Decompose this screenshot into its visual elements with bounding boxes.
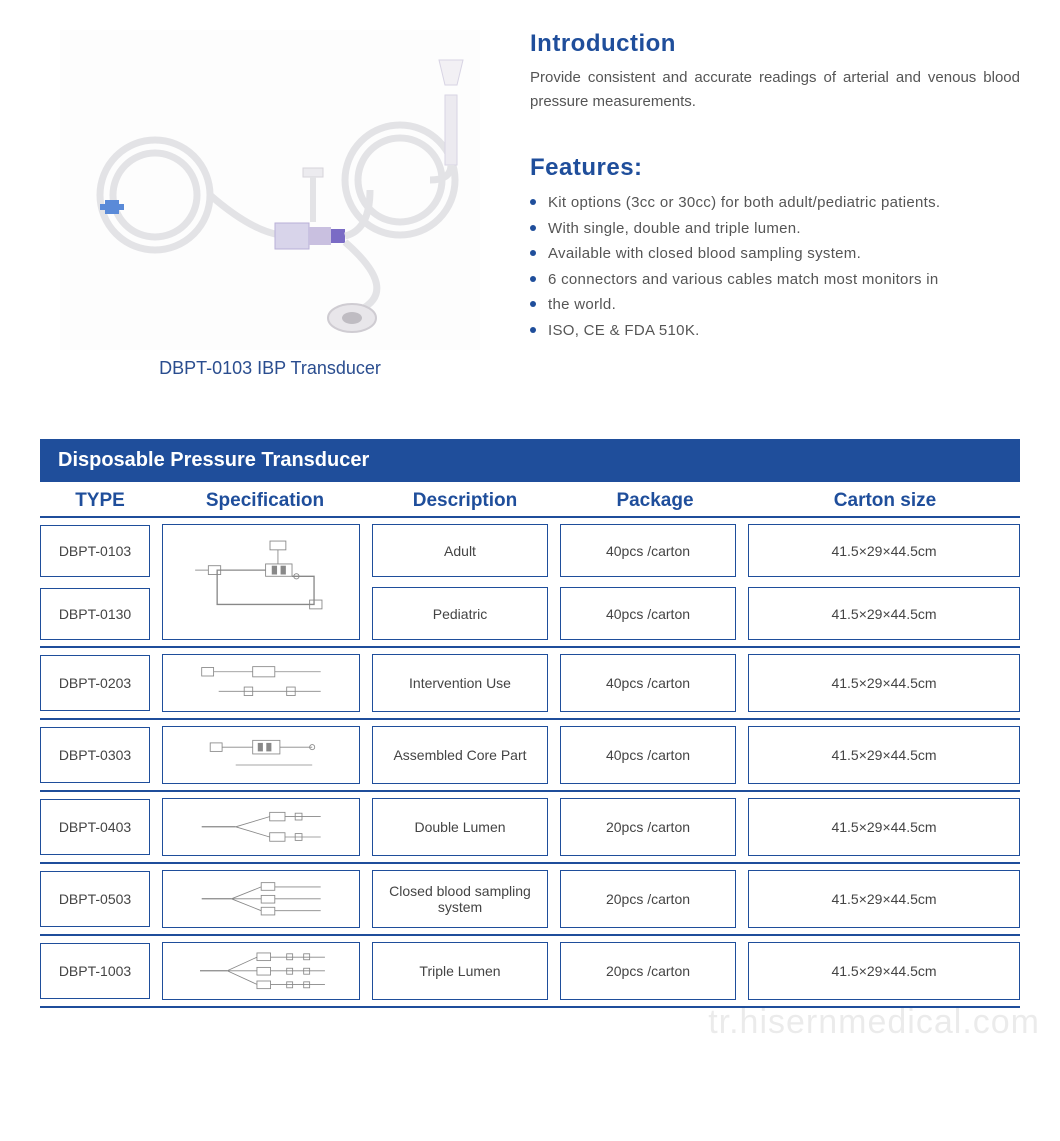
th-spec: Specification	[160, 490, 370, 512]
spec-diagram	[162, 870, 360, 928]
size-cell: 41.5×29×44.5cm	[748, 587, 1020, 640]
table-row: DBPT-0303 Assembled Core Part 40pcs /	[40, 720, 1020, 792]
right-stack: Closed blood sampling system 20pcs /cart…	[372, 870, 1020, 928]
introduction-heading: Introduction	[530, 30, 1020, 58]
watermark: tr.hisernmedical.com	[708, 1003, 1040, 1042]
table-subrow: Adult 40pcs /carton 41.5×29×44.5cm	[372, 524, 1020, 577]
type-cell: DBPT-0503	[40, 871, 150, 927]
type-stack: DBPT-0203	[40, 654, 150, 712]
right-stack: Assembled Core Part 40pcs /carton 41.5×2…	[372, 726, 1020, 784]
spec-diagram	[162, 654, 360, 712]
table-header-row: TYPE Specification Description Package C…	[40, 482, 1020, 518]
table-section: Disposable Pressure Transducer TYPE Spec…	[0, 399, 1060, 1008]
type-cell: DBPT-0130	[40, 588, 150, 640]
desc-cell: Double Lumen	[372, 798, 548, 856]
type-stack: DBPT-0403	[40, 798, 150, 856]
type-cell: DBPT-0303	[40, 727, 150, 783]
product-caption: DBPT-0103 IBP Transducer	[159, 358, 381, 379]
table-title: Disposable Pressure Transducer	[40, 439, 1020, 482]
type-cell: DBPT-1003	[40, 943, 150, 999]
spec-diagram	[162, 524, 360, 640]
right-stack: Double Lumen 20pcs /carton 41.5×29×44.5c…	[372, 798, 1020, 856]
table-subrow: Intervention Use 40pcs /carton 41.5×29×4…	[372, 654, 1020, 712]
desc-cell: Adult	[372, 524, 548, 577]
table-row: DBPT-0103 DBPT-0130	[40, 518, 1020, 648]
desc-cell: Triple Lumen	[372, 942, 548, 1000]
feature-item: With single, double and triple lumen.	[530, 216, 1020, 242]
pkg-cell: 20pcs /carton	[560, 942, 736, 1000]
features-list: Kit options (3cc or 30cc) for both adult…	[530, 190, 1020, 343]
product-image-column: DBPT-0103 IBP Transducer	[40, 30, 500, 379]
table-subrow: Closed blood sampling system 20pcs /cart…	[372, 870, 1020, 928]
feature-item: 6 connectors and various cables match mo…	[530, 267, 1020, 293]
th-pkg: Package	[560, 490, 750, 512]
type-stack: DBPT-1003	[40, 942, 150, 1000]
size-cell: 41.5×29×44.5cm	[748, 726, 1020, 784]
table-row: DBPT-1003	[40, 936, 1020, 1008]
table-subrow: Triple Lumen 20pcs /carton 41.5×29×44.5c…	[372, 942, 1020, 1000]
features-heading: Features:	[530, 154, 1020, 182]
th-size: Carton size	[750, 490, 1020, 512]
pkg-cell: 40pcs /carton	[560, 654, 736, 712]
table-subrow: Pediatric 40pcs /carton 41.5×29×44.5cm	[372, 587, 1020, 640]
table-row: DBPT-0203 Intervention Use 40pcs /carton	[40, 648, 1020, 720]
type-cell: DBPT-0403	[40, 799, 150, 855]
desc-cell: Assembled Core Part	[372, 726, 548, 784]
spec-diagram	[162, 798, 360, 856]
type-stack: DBPT-0503	[40, 870, 150, 928]
right-stack: Triple Lumen 20pcs /carton 41.5×29×44.5c…	[372, 942, 1020, 1000]
table-row: DBPT-0403 Double Lumen 20pcs /carton 4	[40, 792, 1020, 864]
pkg-cell: 20pcs /carton	[560, 798, 736, 856]
pkg-cell: 40pcs /carton	[560, 524, 736, 577]
feature-item: the world.	[530, 292, 1020, 318]
spec-diagram	[162, 942, 360, 1000]
table-body: DBPT-0103 DBPT-0130	[40, 518, 1020, 1008]
th-desc: Description	[370, 490, 560, 512]
size-cell: 41.5×29×44.5cm	[748, 798, 1020, 856]
introduction-text: Provide consistent and accurate readings…	[530, 66, 1020, 114]
feature-item: Kit options (3cc or 30cc) for both adult…	[530, 190, 1020, 216]
top-section: DBPT-0103 IBP Transducer Introduction Pr…	[0, 0, 1060, 399]
transducer-illustration	[60, 30, 480, 350]
type-cell: DBPT-0203	[40, 655, 150, 711]
type-stack: DBPT-0303	[40, 726, 150, 784]
table-subrow: Assembled Core Part 40pcs /carton 41.5×2…	[372, 726, 1020, 784]
size-cell: 41.5×29×44.5cm	[748, 524, 1020, 577]
text-column: Introduction Provide consistent and accu…	[530, 30, 1020, 379]
desc-cell: Intervention Use	[372, 654, 548, 712]
spec-diagram	[162, 726, 360, 784]
right-stack: Adult 40pcs /carton 41.5×29×44.5cm Pedia…	[372, 524, 1020, 640]
type-cell: DBPT-0103	[40, 525, 150, 577]
th-type: TYPE	[40, 490, 160, 512]
feature-item: ISO, CE & FDA 510K.	[530, 318, 1020, 344]
feature-item: Available with closed blood sampling sys…	[530, 241, 1020, 267]
pkg-cell: 20pcs /carton	[560, 870, 736, 928]
pkg-cell: 40pcs /carton	[560, 726, 736, 784]
type-stack: DBPT-0103 DBPT-0130	[40, 524, 150, 640]
size-cell: 41.5×29×44.5cm	[748, 870, 1020, 928]
right-stack: Intervention Use 40pcs /carton 41.5×29×4…	[372, 654, 1020, 712]
desc-cell: Closed blood sampling system	[372, 870, 548, 928]
table-row: DBPT-0503 Closed blood sampling system 2…	[40, 864, 1020, 936]
pkg-cell: 40pcs /carton	[560, 587, 736, 640]
table-subrow: Double Lumen 20pcs /carton 41.5×29×44.5c…	[372, 798, 1020, 856]
size-cell: 41.5×29×44.5cm	[748, 942, 1020, 1000]
size-cell: 41.5×29×44.5cm	[748, 654, 1020, 712]
desc-cell: Pediatric	[372, 587, 548, 640]
product-image	[60, 30, 480, 350]
